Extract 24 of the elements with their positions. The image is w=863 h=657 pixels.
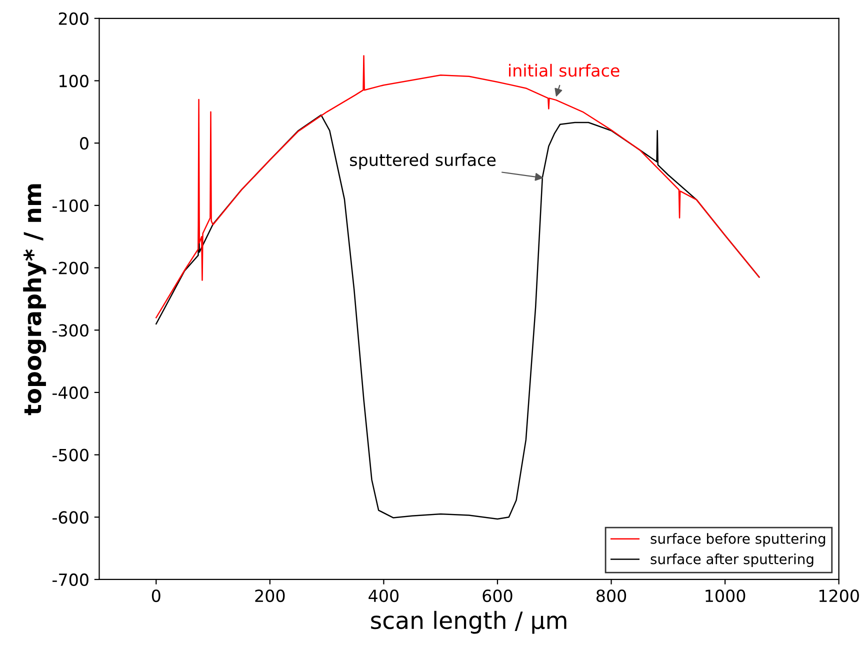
y-axis-title: topography* / nm [23, 184, 46, 416]
x-tick-label: 1200 [819, 589, 859, 602]
y-tick-label: -400 [52, 386, 88, 400]
annotation: sputtered surface [350, 153, 496, 170]
line-series [156, 55, 760, 318]
x-tick-label: 200 [255, 589, 285, 602]
x-tick-label: 0 [152, 589, 160, 602]
y-tick-label: 100 [60, 74, 88, 88]
annotation: initial surface [509, 64, 620, 77]
legend-label: surface after sputtering [650, 554, 814, 567]
y-tick-label: -300 [52, 324, 88, 337]
y-tick-label: 0 [80, 137, 88, 150]
x-tick-label: 600 [482, 589, 512, 602]
x-tick-label: 1000 [706, 589, 746, 602]
x-tick-label: 400 [368, 589, 398, 602]
y-tick-label: -200 [52, 262, 88, 274]
y-tick-label: -500 [52, 448, 88, 462]
y-tick-label: 200 [58, 12, 88, 25]
x-axis-title: scan length / µm [371, 610, 566, 634]
y-tick-label: -100 [52, 199, 88, 212]
y-tick-label: -600 [52, 511, 88, 524]
x-tick-label: 800 [596, 589, 626, 602]
legend-label: surface before sputtering [650, 533, 826, 547]
y-tick-label: -700 [52, 573, 88, 586]
